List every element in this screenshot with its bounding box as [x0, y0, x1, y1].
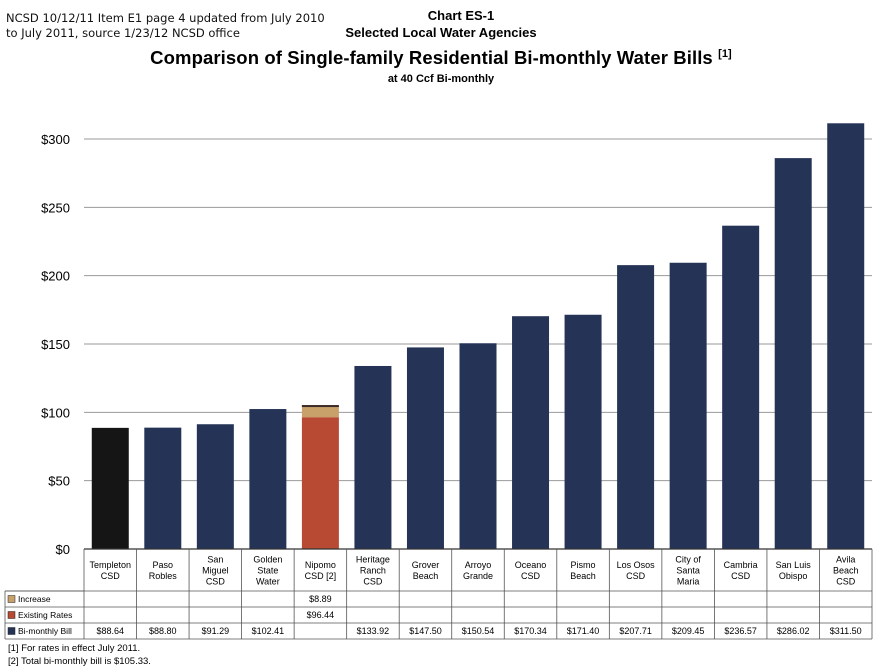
- category-label: San: [207, 555, 223, 565]
- y-tick-label: $200: [41, 269, 70, 284]
- y-tick-label: $300: [41, 132, 70, 147]
- y-tick-label: $50: [48, 474, 70, 489]
- header-note: NCSD 10/12/11 Item E1 page 4 updated fro…: [6, 11, 325, 40]
- category-label: City of: [675, 555, 701, 565]
- bar: [827, 123, 865, 550]
- category-label: Beach: [570, 571, 596, 581]
- chart-title-ref: [1]: [718, 47, 732, 60]
- data-label: $88.64: [97, 626, 125, 636]
- chart-title-text: Comparison of Single-family Residential …: [150, 47, 713, 68]
- category-label: Maria: [677, 577, 700, 587]
- data-label: $286.02: [777, 626, 810, 636]
- footnote-2: [2] Total bi-monthly bill is $105.33.: [8, 656, 151, 667]
- category-label: Cambria: [724, 560, 758, 570]
- category-label: Los Osos: [617, 560, 656, 570]
- chart-subtitle: Selected Local Water Agencies: [345, 25, 537, 40]
- data-label: $150.54: [462, 626, 495, 636]
- category-label: CSD: [521, 571, 541, 581]
- data-label: $207.71: [619, 626, 652, 636]
- data-label: $311.50: [830, 626, 862, 636]
- category-label: State: [257, 566, 278, 576]
- legend-label: Increase: [18, 594, 51, 604]
- bar: [774, 158, 812, 549]
- category-label: Ranch: [360, 566, 386, 576]
- data-label: $209.45: [672, 626, 705, 636]
- category-label: Santa: [676, 566, 700, 576]
- data-label: $96.44: [307, 610, 335, 620]
- category-label: Arroyo: [465, 560, 492, 570]
- bar: [459, 343, 497, 549]
- bar-existing-rates: [301, 417, 339, 549]
- category-label: CSD: [626, 571, 646, 581]
- category-label: CSD: [363, 577, 383, 587]
- category-label: San Luis: [776, 560, 812, 570]
- legend-label: Bi-monthly Bill: [18, 626, 72, 636]
- bar: [249, 409, 287, 549]
- y-tick-label: $250: [41, 200, 70, 215]
- category-label: CSD: [836, 577, 856, 587]
- data-label: $236.57: [724, 626, 757, 636]
- category-label: Paso: [153, 560, 174, 570]
- category-label: Obispo: [779, 571, 808, 581]
- data-label: $8.89: [309, 594, 332, 604]
- category-label: Beach: [833, 566, 859, 576]
- category-label: CSD: [206, 577, 226, 587]
- chart-id: Chart ES-1: [427, 8, 495, 23]
- footnote-1: [1] For rates in effect July 2011.: [8, 643, 141, 654]
- data-label: $171.40: [567, 626, 600, 636]
- category-label: Grover: [412, 560, 440, 570]
- bar: [406, 347, 444, 549]
- chart-title: Comparison of Single-family Residential …: [0, 47, 882, 69]
- y-tick-label: $150: [41, 337, 70, 352]
- category-label: Heritage: [356, 555, 390, 565]
- data-label: $102.41: [252, 626, 285, 636]
- legend-swatch: [7, 611, 16, 619]
- legend-swatch: [7, 595, 16, 603]
- bar: [669, 262, 707, 549]
- data-label: $147.50: [409, 626, 442, 636]
- y-tick-label: $0: [56, 542, 70, 557]
- data-label: $170.34: [514, 626, 547, 636]
- bar: [564, 314, 602, 549]
- category-label: Grande: [463, 571, 493, 581]
- bar: [91, 427, 129, 549]
- bar: [196, 424, 234, 549]
- category-label: Avila: [836, 555, 855, 565]
- y-tick-label: $100: [41, 405, 70, 420]
- category-label: CSD: [101, 571, 121, 581]
- category-label: Miguel: [202, 566, 229, 576]
- category-label: CSD [2]: [305, 571, 337, 581]
- category-label: Beach: [413, 571, 439, 581]
- category-label: CSD: [731, 571, 751, 581]
- legend-label: Existing Rates: [18, 610, 72, 620]
- chart-subtitle-2: at 40 Ccf Bi-monthly: [387, 73, 495, 85]
- bar: [144, 427, 182, 549]
- bar-increase: [301, 405, 339, 418]
- bar: [722, 225, 760, 549]
- category-label: Robles: [149, 571, 178, 581]
- legend-swatch: [7, 627, 16, 635]
- bar: [617, 265, 655, 549]
- bar: [354, 365, 392, 549]
- data-label: $88.80: [149, 626, 177, 636]
- category-label: Oceano: [515, 560, 547, 570]
- category-label: Nipomo: [305, 560, 336, 570]
- category-label: Golden: [253, 555, 282, 565]
- data-label: $133.92: [357, 626, 390, 636]
- bar: [512, 316, 550, 549]
- category-label: Water: [256, 577, 280, 587]
- data-label: $91.29: [202, 626, 230, 636]
- bar-top-edge: [301, 405, 339, 408]
- category-label: Templeton: [90, 560, 132, 570]
- category-label: Pismo: [571, 560, 596, 570]
